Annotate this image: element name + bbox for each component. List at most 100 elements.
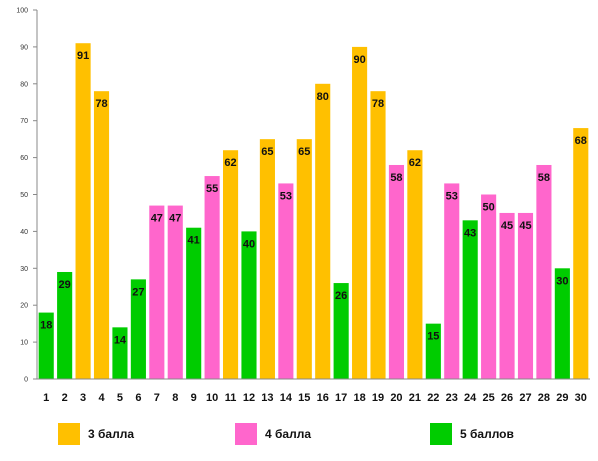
bar xyxy=(352,46,368,380)
x-tick-label: 9 xyxy=(191,392,197,404)
bar xyxy=(517,212,534,379)
x-tick-label: 11 xyxy=(225,392,237,404)
x-tick-label: 21 xyxy=(409,392,421,404)
y-tick-label: 0 xyxy=(24,377,28,384)
bar xyxy=(204,176,220,379)
bar-value-label: 41 xyxy=(188,235,200,247)
bar xyxy=(38,312,54,379)
bar-value-label: 53 xyxy=(280,190,292,202)
legend-label-5-ballov: 5 баллов xyxy=(460,427,514,441)
bar-value-label: 50 xyxy=(482,202,494,214)
bar-value-label: 30 xyxy=(556,275,568,287)
bar xyxy=(241,231,257,379)
data-labels: 18 29 91 78 14 27 47 47 41 55 62 40 65 53 65 80 26 90 78 58… xyxy=(40,50,587,346)
y-tick-label: 60 xyxy=(20,155,28,162)
y-tick-label: 40 xyxy=(20,229,28,236)
bar xyxy=(388,164,405,379)
bar-value-label: 53 xyxy=(446,190,458,202)
bar-value-label: 68 xyxy=(575,135,587,147)
bar xyxy=(93,91,110,380)
bar xyxy=(222,150,239,379)
bar-value-label: 18 xyxy=(40,320,52,332)
bars xyxy=(38,43,589,380)
x-tick-label: 3 xyxy=(80,392,86,404)
bar-value-label: 58 xyxy=(538,172,550,184)
x-tick-label: 5 xyxy=(117,392,123,404)
bar-value-label: 45 xyxy=(501,220,513,232)
y-tick-label: 30 xyxy=(20,266,28,273)
x-tick-label: 4 xyxy=(98,392,105,404)
bar xyxy=(186,227,202,379)
legend-label-3-balla: 3 балла xyxy=(88,427,135,441)
bar xyxy=(315,83,331,380)
x-tick-label: 30 xyxy=(575,392,587,404)
y-tick-label: 80 xyxy=(20,81,28,88)
bar-value-label: 55 xyxy=(206,183,218,195)
bar-value-label: 78 xyxy=(95,98,107,110)
bar xyxy=(554,268,570,379)
bar-value-label: 80 xyxy=(317,91,329,103)
bar xyxy=(167,205,183,379)
x-tick-label: 24 xyxy=(464,392,477,404)
bar-value-label: 47 xyxy=(169,213,181,225)
bar-value-label: 65 xyxy=(261,146,273,158)
x-tick-label: 15 xyxy=(298,392,310,404)
x-tick-label: 28 xyxy=(538,392,550,404)
x-tick-label: 16 xyxy=(317,392,329,404)
y-axis-ticks: 0 10 20 30 40 50 60 70 80 90 100 xyxy=(16,8,37,384)
x-tick-label: 17 xyxy=(335,392,347,404)
bar-value-label: 40 xyxy=(243,238,255,250)
bar xyxy=(278,183,294,379)
bar xyxy=(333,283,349,379)
x-tick-label: 7 xyxy=(154,392,160,404)
x-tick-label: 8 xyxy=(172,392,178,404)
y-tick-label: 20 xyxy=(20,303,28,310)
bar-value-label: 58 xyxy=(390,172,402,184)
y-tick-label: 90 xyxy=(20,44,28,51)
bar xyxy=(425,323,441,379)
bar xyxy=(481,194,497,379)
x-tick-label: 29 xyxy=(556,392,568,404)
bar-value-label: 65 xyxy=(298,146,310,158)
legend-item-5-ballov: 5 баллов xyxy=(430,422,514,446)
bar xyxy=(112,327,128,379)
x-tick-label: 14 xyxy=(280,392,293,404)
bar xyxy=(444,183,460,379)
x-tick-label: 13 xyxy=(261,392,273,404)
y-tick-label: 100 xyxy=(16,8,28,15)
x-tick-label: 25 xyxy=(482,392,494,404)
y-tick-label: 10 xyxy=(20,340,28,347)
bar-value-label: 15 xyxy=(427,331,439,343)
bar xyxy=(130,279,146,379)
legend-label-4-balla: 4 балла xyxy=(265,427,312,441)
bar-value-label: 27 xyxy=(132,286,144,298)
bar xyxy=(536,164,552,379)
bar-value-label: 47 xyxy=(151,213,163,225)
x-tick-label: 12 xyxy=(243,392,255,404)
legend-swatch-4-balla xyxy=(235,423,257,445)
x-tick-label: 27 xyxy=(519,392,531,404)
bar-value-label: 62 xyxy=(224,157,236,169)
x-tick-label: 10 xyxy=(206,392,218,404)
bar-value-label: 78 xyxy=(372,98,384,110)
x-tick-label: 23 xyxy=(446,392,458,404)
bar xyxy=(370,91,386,380)
x-tick-label: 22 xyxy=(427,392,439,404)
x-tick-label: 26 xyxy=(501,392,513,404)
bar xyxy=(75,43,91,380)
bar xyxy=(573,128,589,379)
x-tick-label: 2 xyxy=(62,392,68,404)
bar-value-label: 62 xyxy=(409,157,421,169)
x-tick-label: 1 xyxy=(43,392,49,404)
bar xyxy=(296,139,312,379)
legend-swatch-3-balla xyxy=(58,423,80,445)
bar xyxy=(259,139,275,379)
bar-value-label: 26 xyxy=(335,290,347,302)
bar-value-label: 90 xyxy=(353,54,365,66)
legend-item-4-balla: 4 балла xyxy=(235,422,311,446)
bar xyxy=(149,205,165,379)
x-tick-label: 6 xyxy=(135,392,141,404)
bar xyxy=(407,150,423,379)
x-tick-label: 20 xyxy=(390,392,402,404)
